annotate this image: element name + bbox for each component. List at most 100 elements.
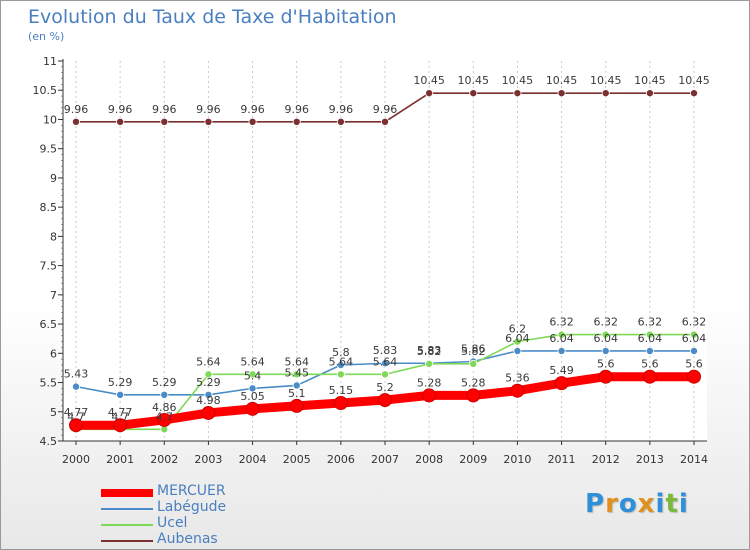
data-point-labegude (380, 359, 389, 368)
data-point-aubenas (425, 89, 434, 98)
data-point-ucel (248, 370, 257, 379)
data-point-aubenas (116, 117, 125, 126)
y-tick-label: 6.5 (40, 318, 58, 331)
data-point-mercuer (378, 393, 392, 408)
data-label-ucel: 4.7 (156, 410, 174, 423)
legend-label-aubenas: Aubenas (157, 531, 218, 547)
data-point-aubenas (160, 117, 169, 126)
data-point-ucel (513, 337, 522, 346)
y-tick-label: 4.5 (40, 435, 58, 448)
data-label-labegude: 6.04 (505, 332, 530, 345)
data-label-aubenas: 10.45 (546, 74, 578, 87)
x-tick-label: 2011 (548, 453, 576, 466)
data-point-aubenas (72, 117, 81, 126)
data-label-mercuer: 5.6 (641, 358, 659, 371)
data-point-mercuer (598, 369, 613, 384)
data-point-ucel (292, 370, 301, 379)
y-tick-label: 7.5 (40, 260, 58, 273)
data-point-mercuer (289, 398, 304, 413)
data-label-labegude: 6.04 (593, 332, 618, 345)
data-label-aubenas: 9.96 (284, 103, 309, 116)
y-tick-label: 5.5 (40, 377, 58, 390)
data-label-labegude: 6.04 (682, 332, 707, 345)
chart-title: Evolution du Taux de Taxe d'Habitation (28, 6, 397, 28)
data-label-aubenas: 10.45 (413, 74, 445, 87)
data-point-mercuer (422, 388, 437, 403)
data-label-mercuer: 5.1 (288, 387, 306, 400)
chart-subtitle: (en %) (28, 30, 65, 43)
x-tick-label: 2012 (592, 453, 620, 466)
data-point-labegude (690, 346, 699, 355)
y-tick-label: 5 (50, 406, 57, 419)
data-point-aubenas (292, 117, 301, 126)
x-tick-label: 2013 (636, 453, 664, 466)
data-label-mercuer: 5.2 (376, 381, 394, 394)
legend-label-labegude: Labégude (157, 499, 227, 515)
data-label-aubenas: 10.45 (458, 74, 490, 87)
data-point-ucel (645, 330, 654, 339)
data-label-mercuer: 5.36 (505, 372, 530, 385)
data-label-mercuer: 5.6 (597, 358, 615, 371)
data-label-labegude: 6.04 (638, 332, 663, 345)
data-point-labegude (645, 346, 654, 355)
data-label-aubenas: 9.96 (108, 103, 133, 116)
x-tick-label: 2000 (62, 453, 90, 466)
data-point-aubenas (336, 117, 345, 126)
data-label-mercuer: 4.86 (152, 401, 177, 414)
data-point-mercuer (510, 383, 525, 398)
data-point-aubenas (601, 89, 610, 98)
data-label-ucel: 6.32 (682, 316, 707, 329)
data-point-labegude (336, 360, 345, 369)
x-tick-label: 2006 (327, 453, 355, 466)
data-label-mercuer: 4.77 (108, 406, 133, 419)
data-point-ucel (380, 370, 389, 379)
data-point-mercuer (466, 388, 481, 403)
data-label-aubenas: 9.96 (373, 103, 398, 116)
data-label-ucel: 6.32 (638, 316, 663, 329)
y-tick-label: 7 (50, 289, 57, 302)
x-tick-label: 2002 (150, 453, 178, 466)
legend-swatch-aubenas (101, 540, 153, 542)
data-point-ucel (690, 330, 699, 339)
data-point-aubenas (248, 117, 257, 126)
y-tick-label: 9.5 (40, 143, 58, 156)
data-label-labegude: 5.29 (152, 376, 177, 389)
data-label-labegude: 5.83 (373, 344, 398, 357)
data-label-ucel: 5.82 (461, 345, 486, 358)
data-label-aubenas: 10.45 (634, 74, 666, 87)
data-label-labegude: 5.4 (244, 369, 262, 382)
data-point-mercuer (201, 405, 216, 420)
x-tick-label: 2003 (194, 453, 222, 466)
data-point-labegude (72, 382, 81, 391)
data-point-labegude (116, 390, 125, 399)
data-point-mercuer (687, 369, 701, 384)
data-point-ucel (425, 359, 434, 368)
data-label-labegude: 5.86 (461, 342, 486, 355)
data-label-ucel: 4.7 (67, 410, 85, 423)
proxiti-logo: Proxiti (585, 489, 689, 519)
data-label-mercuer: 5.49 (549, 364, 574, 377)
data-point-aubenas (513, 89, 522, 98)
data-point-ucel (469, 359, 478, 368)
legend-swatch-mercuer (101, 489, 153, 497)
data-label-aubenas: 9.96 (329, 103, 354, 116)
legend-label-ucel: Ucel (157, 515, 188, 531)
data-label-mercuer: 5.15 (329, 384, 354, 397)
data-label-aubenas: 10.45 (678, 74, 710, 87)
data-point-ucel (204, 370, 213, 379)
x-tick-label: 2007 (371, 453, 399, 466)
data-point-mercuer (554, 376, 569, 391)
data-point-ucel (336, 370, 345, 379)
legend-label-mercuer: MERCUER (157, 483, 226, 499)
y-tick-label: 8 (50, 230, 57, 243)
data-label-labegude: 6.04 (549, 332, 574, 345)
data-point-aubenas (690, 89, 699, 98)
data-label-ucel: 5.64 (373, 355, 398, 368)
y-tick-label: 10 (43, 113, 57, 126)
data-label-aubenas: 9.96 (196, 103, 221, 116)
y-tick-label: 11 (43, 55, 57, 68)
data-point-labegude (248, 384, 257, 393)
data-point-labegude (601, 346, 610, 355)
data-point-aubenas (380, 117, 389, 126)
